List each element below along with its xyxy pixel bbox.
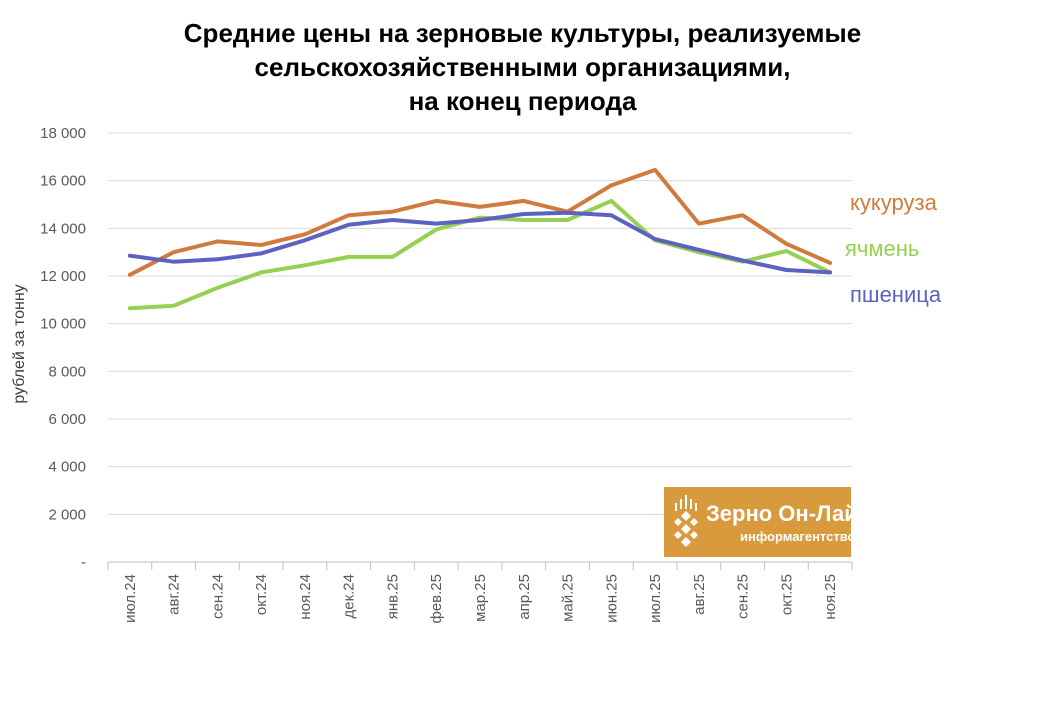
logo: Зерно Он-Лайн информагентство bbox=[664, 487, 871, 557]
y-tick-label: 4 000 bbox=[48, 459, 86, 476]
x-tick-label: сен.25 bbox=[735, 574, 752, 619]
series-line bbox=[127, 210, 833, 275]
series-label: кукуруза bbox=[850, 190, 938, 215]
series-line bbox=[127, 167, 833, 277]
x-tick-label: ноя.24 bbox=[297, 574, 314, 620]
y-tick-label: 10 000 bbox=[40, 316, 86, 333]
x-axis: июл.24 авг.24 сен.24 окт.24 ноя.24 дек.24 янв.… bbox=[107, 561, 853, 624]
chart-title-line-2: сельскохозяйственными организациями, bbox=[254, 52, 791, 82]
chart-title: Средние цены на зерновые культуры, реали… bbox=[0, 16, 1045, 118]
y-axis-ticks: - 2 000 4 000 6 000 8 000 10 000 12 000 14 000 1… bbox=[40, 125, 86, 571]
x-tick-label: апр.25 bbox=[516, 574, 533, 620]
grain-logo-icon bbox=[674, 495, 698, 547]
x-tick-label: июн.25 bbox=[603, 574, 620, 623]
gridlines bbox=[108, 132, 852, 515]
x-tick-label: сен.24 bbox=[209, 574, 226, 619]
series-lines bbox=[127, 167, 833, 311]
x-tick-label: фев.25 bbox=[428, 574, 445, 624]
y-tick-label: 18 000 bbox=[40, 125, 86, 142]
chart-title-line-3: на конец периода bbox=[408, 86, 637, 116]
logo-name: Зерно Он-Лайн bbox=[706, 501, 872, 526]
y-tick-label: 6 000 bbox=[48, 411, 86, 428]
x-tick-label: май.25 bbox=[560, 574, 577, 622]
x-tick-label: авг.24 bbox=[166, 574, 183, 615]
y-tick-label: 8 000 bbox=[48, 363, 86, 380]
y-tick-label: - bbox=[81, 554, 86, 571]
series-label: ячмень bbox=[845, 236, 919, 261]
y-tick-label: 14 000 bbox=[40, 220, 86, 237]
x-tick-label: дек.24 bbox=[341, 574, 358, 619]
x-tick-label: янв.25 bbox=[384, 574, 401, 619]
series-label: пшеница bbox=[850, 282, 942, 307]
x-tick-label: мар.25 bbox=[472, 574, 489, 622]
y-tick-label: 12 000 bbox=[40, 268, 86, 285]
logo-subtitle: информагентство bbox=[740, 529, 856, 544]
y-tick-label: 16 000 bbox=[40, 173, 86, 190]
series-labels: кукуруза ячмень пшеница bbox=[845, 190, 942, 307]
x-tick-label: ноя.25 bbox=[822, 574, 839, 620]
x-tick-label: авг.25 bbox=[691, 574, 708, 615]
y-tick-label: 2 000 bbox=[48, 506, 86, 523]
x-tick-label: окт.24 bbox=[253, 574, 270, 615]
x-tick-label: окт.25 bbox=[778, 574, 795, 615]
chart-title-line-1: Средние цены на зерновые культуры, реали… bbox=[183, 18, 862, 48]
x-tick-label: июл.25 bbox=[647, 574, 664, 623]
x-tick-label: июл.24 bbox=[122, 574, 139, 623]
y-axis-label: рублей за тонну bbox=[11, 284, 28, 403]
